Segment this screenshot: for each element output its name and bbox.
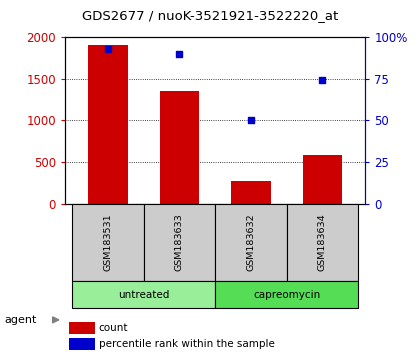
Text: GDS2677 / nuoK-3521921-3522220_at: GDS2677 / nuoK-3521921-3522220_at xyxy=(82,9,338,22)
Text: agent: agent xyxy=(4,315,37,325)
Text: GSM183634: GSM183634 xyxy=(318,214,327,271)
Bar xyxy=(215,204,287,281)
Point xyxy=(319,78,326,83)
Bar xyxy=(69,338,94,350)
Bar xyxy=(72,281,215,308)
Text: count: count xyxy=(99,323,128,333)
Bar xyxy=(144,204,215,281)
Bar xyxy=(231,181,270,204)
Bar xyxy=(72,204,144,281)
Point xyxy=(176,51,183,57)
Text: GSM183531: GSM183531 xyxy=(103,214,113,271)
Text: untreated: untreated xyxy=(118,290,169,300)
Bar xyxy=(160,91,199,204)
Bar xyxy=(69,322,94,334)
Bar xyxy=(303,155,342,204)
Bar xyxy=(287,204,358,281)
Bar xyxy=(88,46,128,204)
Text: GSM183633: GSM183633 xyxy=(175,213,184,272)
Point xyxy=(105,46,111,52)
Bar xyxy=(215,281,358,308)
Text: capreomycin: capreomycin xyxy=(253,290,320,300)
Point xyxy=(248,118,255,123)
Text: GSM183632: GSM183632 xyxy=(247,214,255,271)
Text: percentile rank within the sample: percentile rank within the sample xyxy=(99,339,275,349)
